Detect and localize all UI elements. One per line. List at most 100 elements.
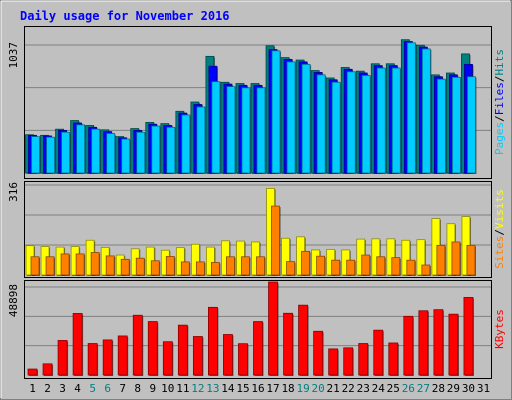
kbytes-bar: [57, 340, 68, 376]
pages-bar: [301, 63, 311, 174]
pages-bar: [226, 86, 236, 174]
pages-bar: [256, 87, 266, 174]
sites-bar: [30, 256, 40, 276]
day-label: 21: [327, 382, 340, 395]
panel-bottom: 48898 KBytes: [7, 280, 506, 379]
day-label: 25: [387, 382, 400, 395]
panel-top-legend: Pages/Files/Hits: [493, 49, 506, 155]
legend-kbytes: KBytes: [493, 309, 506, 349]
sites-bar: [421, 264, 431, 276]
pages-bar: [391, 67, 401, 174]
pages-bar: [136, 131, 146, 174]
pages-bar: [316, 74, 326, 174]
pages-bar: [91, 128, 101, 174]
kbytes-bar: [358, 343, 369, 376]
day-label: 24: [372, 382, 386, 395]
day-label: 18: [281, 382, 294, 395]
kbytes-bar: [117, 335, 128, 376]
visits-bar: [401, 239, 411, 276]
kbytes-bar: [42, 363, 53, 376]
kbytes-bar: [132, 314, 143, 376]
day-label: 12: [191, 382, 204, 395]
pages-bar: [61, 131, 70, 174]
legend-separator: /: [493, 115, 506, 122]
sites-bar: [406, 259, 416, 276]
day-label: 3: [59, 382, 66, 395]
visits-bar: [175, 247, 185, 276]
pages-bar: [196, 106, 206, 174]
sites-bar: [286, 261, 295, 276]
day-label: 22: [342, 382, 355, 395]
sites-bar: [301, 250, 310, 276]
day-axis-labels: 1 2 3 4 5 6 7 8 9 10 11 12 13 14 15 16 17 18 19 20 21 22 23 24 2…: [29, 382, 490, 395]
sites-bar: [75, 253, 85, 276]
legend-hits: Hits: [493, 49, 506, 76]
pages-bar: [346, 71, 356, 174]
legend-visits: Visits: [493, 189, 506, 229]
pages-bar: [46, 136, 55, 174]
sites-bar: [376, 256, 386, 276]
panel-middle-max-label: 316: [7, 182, 20, 202]
kbytes-bar: [328, 348, 339, 376]
sites-bar: [451, 241, 461, 276]
sites-bar: [436, 244, 446, 276]
chart-title: Daily usage for November 2016: [20, 9, 230, 23]
day-label: 23: [357, 382, 370, 395]
sites-bar: [241, 256, 250, 276]
sites-bar: [150, 260, 160, 276]
kbytes-bar: [343, 347, 354, 376]
day-label: 30: [462, 382, 475, 395]
kbytes-bar: [27, 368, 38, 376]
day-label: 5: [89, 382, 96, 395]
day-label: 29: [447, 382, 460, 395]
day-label: 2: [44, 382, 51, 395]
kbytes-bar: [87, 343, 98, 376]
kbytes-bar: [223, 334, 233, 376]
sites-bar: [331, 259, 341, 276]
kbytes-bar: [313, 330, 324, 376]
panel-bottom-max-label: 48898: [7, 284, 20, 317]
day-label: 17: [266, 382, 279, 395]
chart-panels: 1037Pages/Files/Hits316Sites/Visits48898…: [7, 26, 506, 379]
sites-bar: [256, 256, 265, 276]
day-label: 28: [432, 382, 445, 395]
pages-bar: [166, 126, 176, 174]
day-label: 8: [134, 382, 141, 395]
pages-bar: [406, 42, 416, 174]
kbytes-bar: [433, 309, 444, 376]
sites-bar: [180, 261, 190, 276]
sites-bar: [60, 253, 70, 276]
sites-bar: [346, 259, 356, 276]
kbytes-bar: [418, 310, 429, 376]
kbytes-bar: [72, 313, 83, 376]
kbytes-bar: [283, 312, 293, 376]
pages-bar: [467, 76, 476, 174]
visits-bar: [386, 238, 396, 276]
kbytes-bar: [102, 339, 113, 376]
kbytes-bar: [177, 324, 188, 376]
day-label: 11: [176, 382, 189, 395]
kbytes-bar: [373, 329, 384, 376]
panel-bottom-legend: KBytes: [493, 309, 506, 349]
pages-bar: [421, 48, 431, 174]
legend-files: Files: [493, 82, 506, 115]
kbytes-bar: [448, 313, 459, 376]
day-label: 7: [119, 382, 126, 395]
day-label: 26: [402, 382, 415, 395]
pages-bar: [106, 133, 116, 174]
day-label: 27: [417, 382, 430, 395]
panel-middle: 316 Sites/Visits: [7, 181, 506, 278]
day-label: 31: [477, 382, 490, 395]
day-label: 9: [149, 382, 156, 395]
kbytes-bar: [403, 315, 414, 376]
kbytes-bar: [463, 297, 474, 376]
panel-top-max-label: 1037: [7, 42, 20, 69]
kbytes-bar: [162, 341, 173, 376]
kbytes-bar: [298, 304, 308, 376]
day-label: 4: [74, 382, 81, 395]
kbytes-bar: [253, 321, 263, 376]
kbytes-bar: [268, 281, 278, 376]
kbytes-bar: [192, 336, 203, 376]
pages-bar: [31, 136, 40, 174]
legend-separator: /: [493, 229, 506, 236]
